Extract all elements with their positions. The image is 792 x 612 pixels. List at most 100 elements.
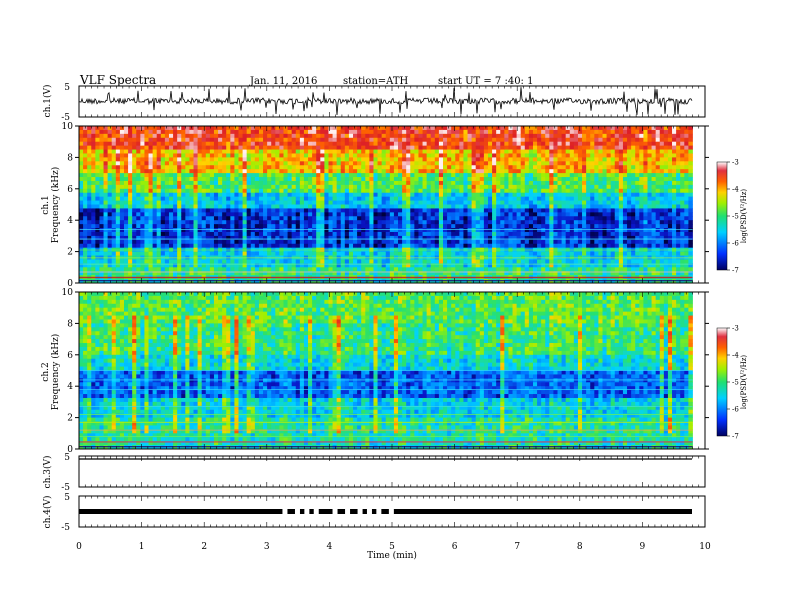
ch1-spectrogram-cell xyxy=(177,212,182,217)
ch1-spectrogram-cell xyxy=(537,192,542,198)
ch1-spectrogram-cell xyxy=(414,228,419,233)
ch1-spectrogram-cell xyxy=(357,129,362,135)
ch1-spectrogram-cell xyxy=(226,129,231,135)
ch1-spectrogram-cell xyxy=(213,228,219,233)
ch1-spectrogram-cell xyxy=(504,165,509,170)
ch1-spectrogram-cell xyxy=(402,177,407,182)
ch1-spectrogram-cell xyxy=(389,235,395,241)
ch1-spectrogram-cell xyxy=(291,259,297,264)
ch1-spectrogram-cell xyxy=(582,145,587,150)
ch1-spectrogram-cell xyxy=(553,196,558,201)
ch1-spectrogram-cell xyxy=(336,208,342,213)
ch1-spectrogram-cell xyxy=(569,188,575,194)
ch1-spectrogram-cell xyxy=(545,208,550,213)
ch1-spectrogram-cell xyxy=(136,129,141,135)
ch1-spectrogram-cell xyxy=(79,243,84,249)
ch1-spectrogram-cell xyxy=(267,271,272,276)
ch1-spectrogram-cell xyxy=(299,161,305,166)
ch1-spectrogram-cell xyxy=(295,220,301,225)
ch1-spectrogram-cell xyxy=(271,165,276,170)
ch1-spectrogram-cell xyxy=(508,259,513,264)
ch1-spectrogram-cell xyxy=(324,153,329,158)
ch1-spectrogram-cell xyxy=(398,165,403,170)
ch1-spectrogram-cell xyxy=(242,141,248,147)
ch1-spectrogram-cell xyxy=(218,239,223,245)
ch1-spectrogram-cell xyxy=(348,173,354,178)
ch1-spectrogram-cell xyxy=(181,239,186,245)
ch1-spectrogram-cell xyxy=(582,216,587,221)
ch1-spectrogram-cell xyxy=(291,251,297,256)
ch1-spectrogram-cell xyxy=(128,173,133,178)
ch1-spectrogram-cell xyxy=(406,235,411,241)
ch1-spectrogram-cell xyxy=(557,177,562,182)
ch1-spectrogram-cell xyxy=(209,129,215,135)
ch1-spectrogram-cell xyxy=(443,263,448,268)
ch1-spectrogram-cell xyxy=(234,228,239,233)
ch1-spectrogram-cell xyxy=(119,231,125,237)
ch1-spectrogram-cell xyxy=(156,228,162,233)
ch1-spectrogram-cell xyxy=(205,204,211,209)
ch1-spectrogram-cell xyxy=(447,141,452,147)
ch1-spectrogram-cell xyxy=(479,243,485,249)
ch1-spectrogram-cell xyxy=(324,224,329,229)
ch1-spectrogram-cell xyxy=(95,184,100,190)
ch1-spectrogram-cell xyxy=(111,177,117,182)
ch1-spectrogram-cell xyxy=(357,263,362,268)
ch1-spectrogram-cell xyxy=(422,208,428,213)
ch1-spectrogram-cell xyxy=(586,169,591,174)
ch1-spectrogram-cell xyxy=(344,188,350,194)
ch1-spectrogram-cell xyxy=(103,153,109,158)
ch1-spectrogram-cell xyxy=(226,251,231,256)
ch1-spectrogram-cell xyxy=(185,243,190,249)
ch1-spectrogram-cell xyxy=(483,231,489,237)
ch1-spectrogram-cell xyxy=(238,208,243,213)
ch1-spectrogram-cell xyxy=(537,267,542,272)
ch1-spectrogram-cell xyxy=(573,177,579,182)
ch1-spectrogram-cell xyxy=(156,180,162,186)
ch1-spectrogram-cell xyxy=(242,196,248,201)
ch1-spectrogram-cell xyxy=(381,239,387,245)
ch1-spectrogram-cell xyxy=(115,141,121,147)
ch1-spectrogram-cell xyxy=(238,204,243,209)
ch1-spectrogram-cell xyxy=(316,235,321,241)
ch1-spectrogram-cell xyxy=(332,251,338,256)
ch1-spectrogram-cell xyxy=(528,153,534,158)
ch1-spectrogram-cell xyxy=(553,173,558,178)
ch1-spectrogram-cell xyxy=(532,204,538,209)
ch1-spectrogram-cell xyxy=(459,141,464,147)
ch1-spectrogram-cell xyxy=(283,153,288,158)
ch1-spectrogram-cell xyxy=(586,192,591,198)
ch1-spectrogram-cell xyxy=(193,126,199,131)
ch1-spectrogram-cell xyxy=(573,129,579,135)
ch1-spectrogram-cell xyxy=(406,173,411,178)
ch1-spectrogram-cell xyxy=(238,267,243,272)
ch1-spectrogram-cell xyxy=(438,161,444,166)
ch1-spectrogram-cell xyxy=(492,220,497,225)
ch1-spectrogram-cell xyxy=(95,133,100,139)
ch1-spectrogram-cell xyxy=(144,165,149,170)
ch1-spectrogram-cell xyxy=(213,141,219,147)
ch1-spectrogram-cell xyxy=(398,196,403,201)
ch1-spectrogram-cell xyxy=(271,180,276,186)
ch1-spectrogram-cell xyxy=(226,126,231,131)
ch1-spectrogram-cell xyxy=(406,231,411,237)
ch1-spectrogram-cell xyxy=(299,180,305,186)
ch1-spectrogram-cell xyxy=(336,200,342,205)
ch1-spectrogram-cell xyxy=(582,263,587,268)
ch1-spectrogram-cell xyxy=(173,184,178,190)
ch1-spectrogram-cell xyxy=(398,153,403,158)
ch1-spectrogram-cell xyxy=(361,263,366,268)
ch1-spectrogram-cell xyxy=(308,169,313,174)
ch1-spectrogram-cell xyxy=(136,231,141,237)
ch1-spectrogram-cell xyxy=(385,200,391,205)
ch1-spectrogram-cell xyxy=(254,216,260,221)
ch1-spectrogram-cell xyxy=(426,192,432,198)
ch1-spectrogram-cell xyxy=(344,216,350,221)
ch1-spectrogram-cell xyxy=(365,243,370,249)
ch1-spectrogram-cell xyxy=(549,157,554,162)
ch1-spectrogram-cell xyxy=(389,169,395,174)
ch1-spectrogram-cell xyxy=(406,141,411,147)
ch1-spectrogram-cell xyxy=(418,133,423,139)
ch1-spectrogram-cell xyxy=(91,204,96,209)
ch1-spectrogram-cell xyxy=(320,141,325,147)
